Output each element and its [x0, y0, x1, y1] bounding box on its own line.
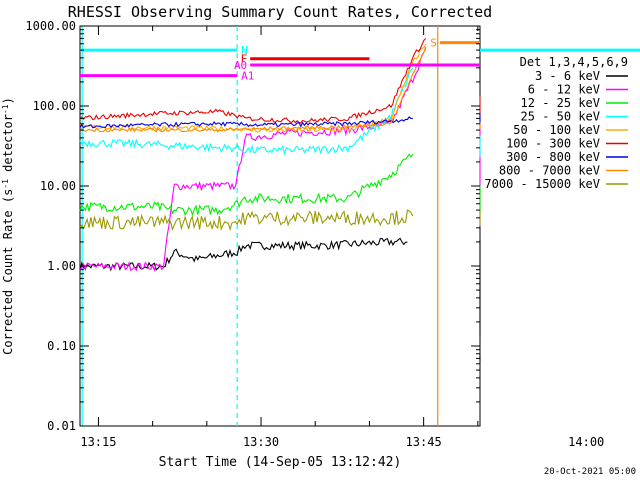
legend-label: 100 - 300 keV: [506, 137, 600, 151]
y-tick-label: 10.00: [40, 179, 76, 193]
legend-label: 6 - 12 keV: [528, 83, 600, 97]
legend-title: Det 1,3,4,5,6,9: [520, 55, 628, 69]
x-axis-label: Start Time (14-Sep-05 13:12:42): [159, 455, 402, 470]
flag-label: A1: [241, 70, 254, 83]
chart-title: RHESSI Observing Summary Count Rates, Co…: [68, 3, 492, 21]
footer-date: 20-Oct-2021 05:00: [544, 467, 636, 477]
x-tick-label: 13:30: [243, 435, 279, 449]
legend-label: 7000 - 15000 keV: [484, 177, 600, 191]
y-axis-label-part: ): [1, 97, 15, 104]
y-tick-label: 100.00: [33, 99, 76, 113]
y-axis-label-sup: -1: [1, 104, 10, 114]
y-axis-label-sup: -1: [1, 179, 10, 189]
flag-label: S: [430, 37, 437, 50]
legend-label: 800 - 7000 keV: [499, 164, 600, 178]
series-line: [79, 153, 414, 217]
series-line: [80, 43, 427, 133]
series-line: [79, 46, 427, 133]
legend-label: 50 - 100 keV: [513, 123, 600, 137]
y-axis-label: Corrected Count Rate (s-1 detector-1): [1, 97, 15, 355]
flag-label: A0: [234, 59, 247, 72]
series-line: [79, 67, 414, 156]
legend-label: 25 - 50 keV: [521, 110, 600, 124]
series-line: [79, 116, 413, 129]
y-axis: 1000.00 100.00 10.00 1.00 0.10 0.01: [25, 19, 480, 433]
y-axis-label-part: detector: [1, 114, 15, 179]
series-line: [79, 38, 427, 124]
series-lines: [79, 38, 481, 362]
legend-label: 300 - 800 keV: [506, 150, 600, 164]
x-tick-label: 13:15: [80, 435, 116, 449]
x-tick-label: 14:00: [568, 435, 604, 449]
series-line: [79, 209, 414, 232]
flag-label: F: [241, 53, 248, 66]
series-line: [79, 48, 427, 272]
flag-label: N: [241, 44, 248, 57]
legend-label: 12 - 25 keV: [521, 96, 600, 110]
y-tick-label: 1000.00: [25, 19, 76, 33]
y-tick-label: 1.00: [47, 259, 76, 273]
legend-label: 3 - 6 keV: [535, 69, 600, 83]
x-tick-label: 13:45: [406, 435, 442, 449]
y-tick-label: 0.10: [47, 339, 76, 353]
y-axis-label-part: Corrected Count Rate (s: [1, 189, 15, 355]
y-tick-label: 0.01: [47, 419, 76, 433]
